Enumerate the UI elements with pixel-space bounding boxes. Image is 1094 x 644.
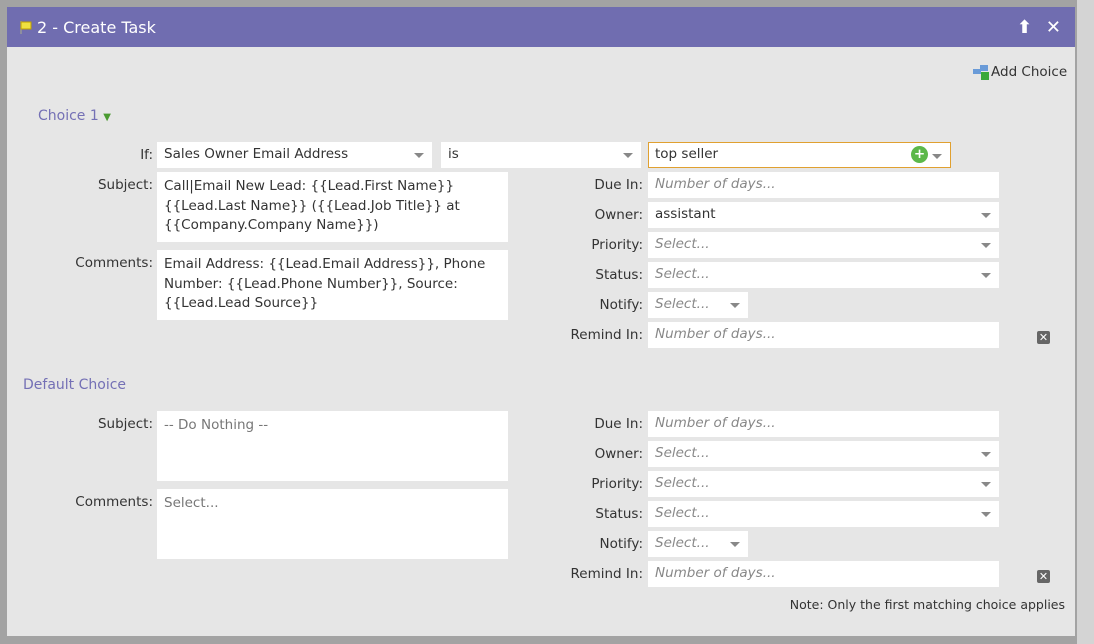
dialog-title: 2 - Create Task [37, 17, 156, 37]
remind-in-label: Remind In: [570, 327, 643, 343]
create-task-dialog: 2 - Create Task ⬆ ✕ Add Choice Choice 1 … [7, 7, 1075, 636]
default-status-select[interactable]: Select... [648, 501, 999, 527]
dialog-header: 2 - Create Task ⬆ ✕ [7, 7, 1075, 47]
default-due-in-input[interactable]: Number of days... [648, 411, 999, 437]
comments-textarea[interactable]: Email Address: {{Lead.Email Address}}, P… [157, 250, 508, 320]
due-in-input[interactable]: Number of days... [648, 172, 999, 198]
remind-in-input[interactable]: Number of days... [648, 322, 999, 348]
default-comments-textarea[interactable]: Select... [157, 489, 508, 559]
add-choice-icon [973, 65, 989, 80]
notify-label: Notify: [599, 297, 643, 313]
delete-choice-icon[interactable]: ✕ [1037, 331, 1050, 344]
priority-label: Priority: [591, 237, 643, 253]
notify-select[interactable]: Select... [648, 292, 748, 318]
default-priority-label: Priority: [591, 476, 643, 492]
add-choice-label: Add Choice [991, 64, 1068, 80]
subject-label: Subject: [97, 177, 153, 193]
choice-1-header[interactable]: Choice 1 ▼ [38, 108, 111, 124]
default-notify-label: Notify: [599, 536, 643, 552]
delete-default-icon[interactable]: ✕ [1037, 570, 1050, 583]
due-in-label: Due In: [594, 177, 643, 193]
priority-select[interactable]: Select... [648, 232, 999, 258]
add-value-icon[interactable]: + [911, 146, 928, 163]
owner-select[interactable]: assistant [648, 202, 999, 228]
default-owner-label: Owner: [594, 446, 643, 462]
default-notify-select[interactable]: Select... [648, 531, 748, 557]
scrollbar[interactable] [1077, 0, 1094, 644]
chevron-down-icon[interactable]: ▼ [103, 112, 111, 123]
default-choice-title: Default Choice [23, 377, 127, 393]
status-label: Status: [595, 267, 643, 283]
default-due-in-label: Due In: [594, 416, 643, 432]
if-label: If: [140, 147, 153, 163]
status-select[interactable]: Select... [648, 262, 999, 288]
subject-textarea[interactable]: Call|Email New Lead: {{Lead.First Name}}… [157, 172, 508, 242]
add-choice-button[interactable]: Add Choice [973, 64, 1067, 80]
value-text: top seller [655, 146, 719, 162]
value-input[interactable]: top seller + [648, 142, 951, 168]
default-comments-label: Comments: [75, 494, 153, 510]
default-status-label: Status: [595, 506, 643, 522]
note-text: Note: Only the first matching choice app… [789, 597, 1065, 612]
default-remind-in-label: Remind In: [570, 566, 643, 582]
default-remind-in-input[interactable]: Number of days... [648, 561, 999, 587]
condition-field-select[interactable]: Sales Owner Email Address [157, 142, 432, 168]
collapse-up-icon[interactable]: ⬆ [1016, 16, 1032, 38]
operator-select[interactable]: is [441, 142, 641, 168]
choice-1-title: Choice 1 [38, 108, 99, 124]
default-subject-textarea[interactable]: -- Do Nothing -- [157, 411, 508, 481]
owner-label: Owner: [594, 207, 643, 223]
default-owner-select[interactable]: Select... [648, 441, 999, 467]
close-icon[interactable]: ✕ [1045, 16, 1061, 38]
comments-label: Comments: [75, 255, 153, 271]
default-subject-label: Subject: [97, 416, 153, 432]
default-priority-select[interactable]: Select... [648, 471, 999, 497]
flag-icon [20, 21, 32, 34]
